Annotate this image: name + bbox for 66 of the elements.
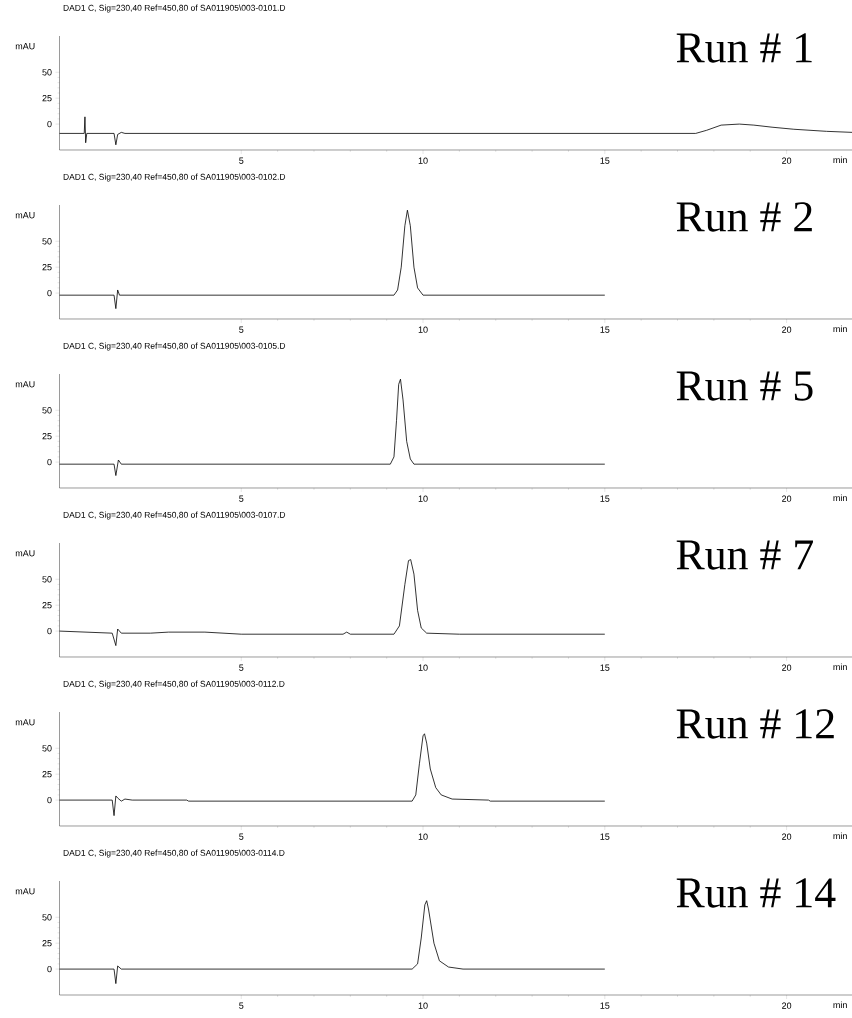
x-axis-title: min — [833, 325, 847, 333]
x-tick-label: 15 — [600, 664, 610, 671]
chart-title: DAD1 C, Sig=230,40 Ref=450,80 of SA011905\003-0114.D — [63, 849, 285, 858]
y-tick-label: 0 — [47, 289, 52, 297]
x-tick-label: 10 — [418, 326, 428, 333]
annotation: Run # 12 — [676, 709, 834, 739]
x-tick-label: 15 — [600, 833, 610, 840]
y-tick-label: 25 — [42, 771, 52, 778]
y-axis-title: mAU — [15, 550, 35, 557]
y-tick-label: 25 — [42, 940, 52, 947]
x-tick-label: 20 — [782, 833, 792, 840]
y-axis-title: mAU — [15, 719, 35, 726]
x-tick-label: 5 — [239, 833, 244, 840]
x-tick-label: 5 — [239, 495, 244, 502]
y-axis-title: mAU — [15, 381, 35, 388]
x-tick-label: 20 — [782, 326, 792, 333]
annotation: Run # 14 — [676, 878, 836, 908]
annotation: Run # 2 — [676, 202, 812, 232]
y-tick-label: 0 — [47, 120, 52, 128]
y-tick-label: 50 — [42, 914, 52, 921]
x-tick-label: 20 — [782, 664, 792, 671]
x-tick-label: 15 — [600, 326, 610, 333]
x-tick-label: 5 — [239, 326, 244, 333]
x-tick-label: 5 — [239, 157, 244, 164]
y-tick-label: 50 — [42, 576, 52, 583]
x-axis-title: min — [833, 663, 847, 671]
y-axis-title: mAU — [15, 43, 35, 50]
y-tick-label: 0 — [47, 796, 52, 804]
x-tick-label: 5 — [239, 1002, 244, 1009]
x-axis-title: min — [833, 156, 847, 164]
annotation: Run # 5 — [676, 371, 813, 401]
y-tick-label: 0 — [47, 627, 52, 635]
x-tick-label: 10 — [418, 664, 428, 671]
chart-title: DAD1 C, Sig=230,40 Ref=450,80 of SA011905\003-0105.D — [63, 342, 286, 351]
chart-title: DAD1 C, Sig=230,40 Ref=450,80 of SA011905\003-0107.D — [63, 511, 286, 520]
y-tick-label: 25 — [42, 94, 52, 102]
chart-title: DAD1 C, Sig=230,40 Ref=450,80 of SA011905\003-0102.D — [63, 173, 286, 182]
x-tick-label: 15 — [600, 495, 610, 502]
x-tick-label: 20 — [782, 495, 792, 502]
y-tick-label: 50 — [42, 69, 52, 76]
annotation: Run # 1 — [676, 33, 812, 63]
y-tick-label: 50 — [42, 238, 52, 245]
y-tick-label: 50 — [42, 745, 52, 752]
x-tick-label: 15 — [600, 1002, 610, 1009]
y-axis-title: mAU — [15, 888, 35, 895]
x-axis-title: min — [833, 494, 847, 502]
x-tick-label: 5 — [239, 664, 244, 671]
x-axis-title: min — [833, 1001, 847, 1009]
y-tick-label: 0 — [47, 458, 52, 466]
chart-title: DAD1 C, Sig=230,40 Ref=450,80 of SA011905\003-0112.D — [63, 680, 285, 689]
x-tick-label: 10 — [418, 833, 428, 840]
y-tick-label: 50 — [42, 407, 52, 414]
x-tick-label: 20 — [782, 1002, 792, 1009]
x-axis-title: min — [833, 832, 847, 840]
x-tick-label: 10 — [418, 1002, 428, 1009]
y-axis-title: mAU — [15, 212, 35, 219]
annotation: Run # 7 — [676, 540, 813, 570]
x-tick-label: 10 — [418, 495, 428, 502]
y-tick-label: 25 — [42, 602, 52, 609]
x-tick-label: 20 — [782, 157, 792, 164]
y-tick-label: 25 — [42, 433, 52, 440]
x-tick-label: 15 — [600, 157, 610, 164]
chart-title: DAD1 C, Sig=230,40 Ref=450,80 of SA011905\003-0101.D — [63, 4, 286, 13]
y-tick-label: 0 — [47, 965, 52, 973]
x-tick-label: 10 — [418, 157, 428, 164]
y-tick-label: 25 — [42, 264, 52, 271]
